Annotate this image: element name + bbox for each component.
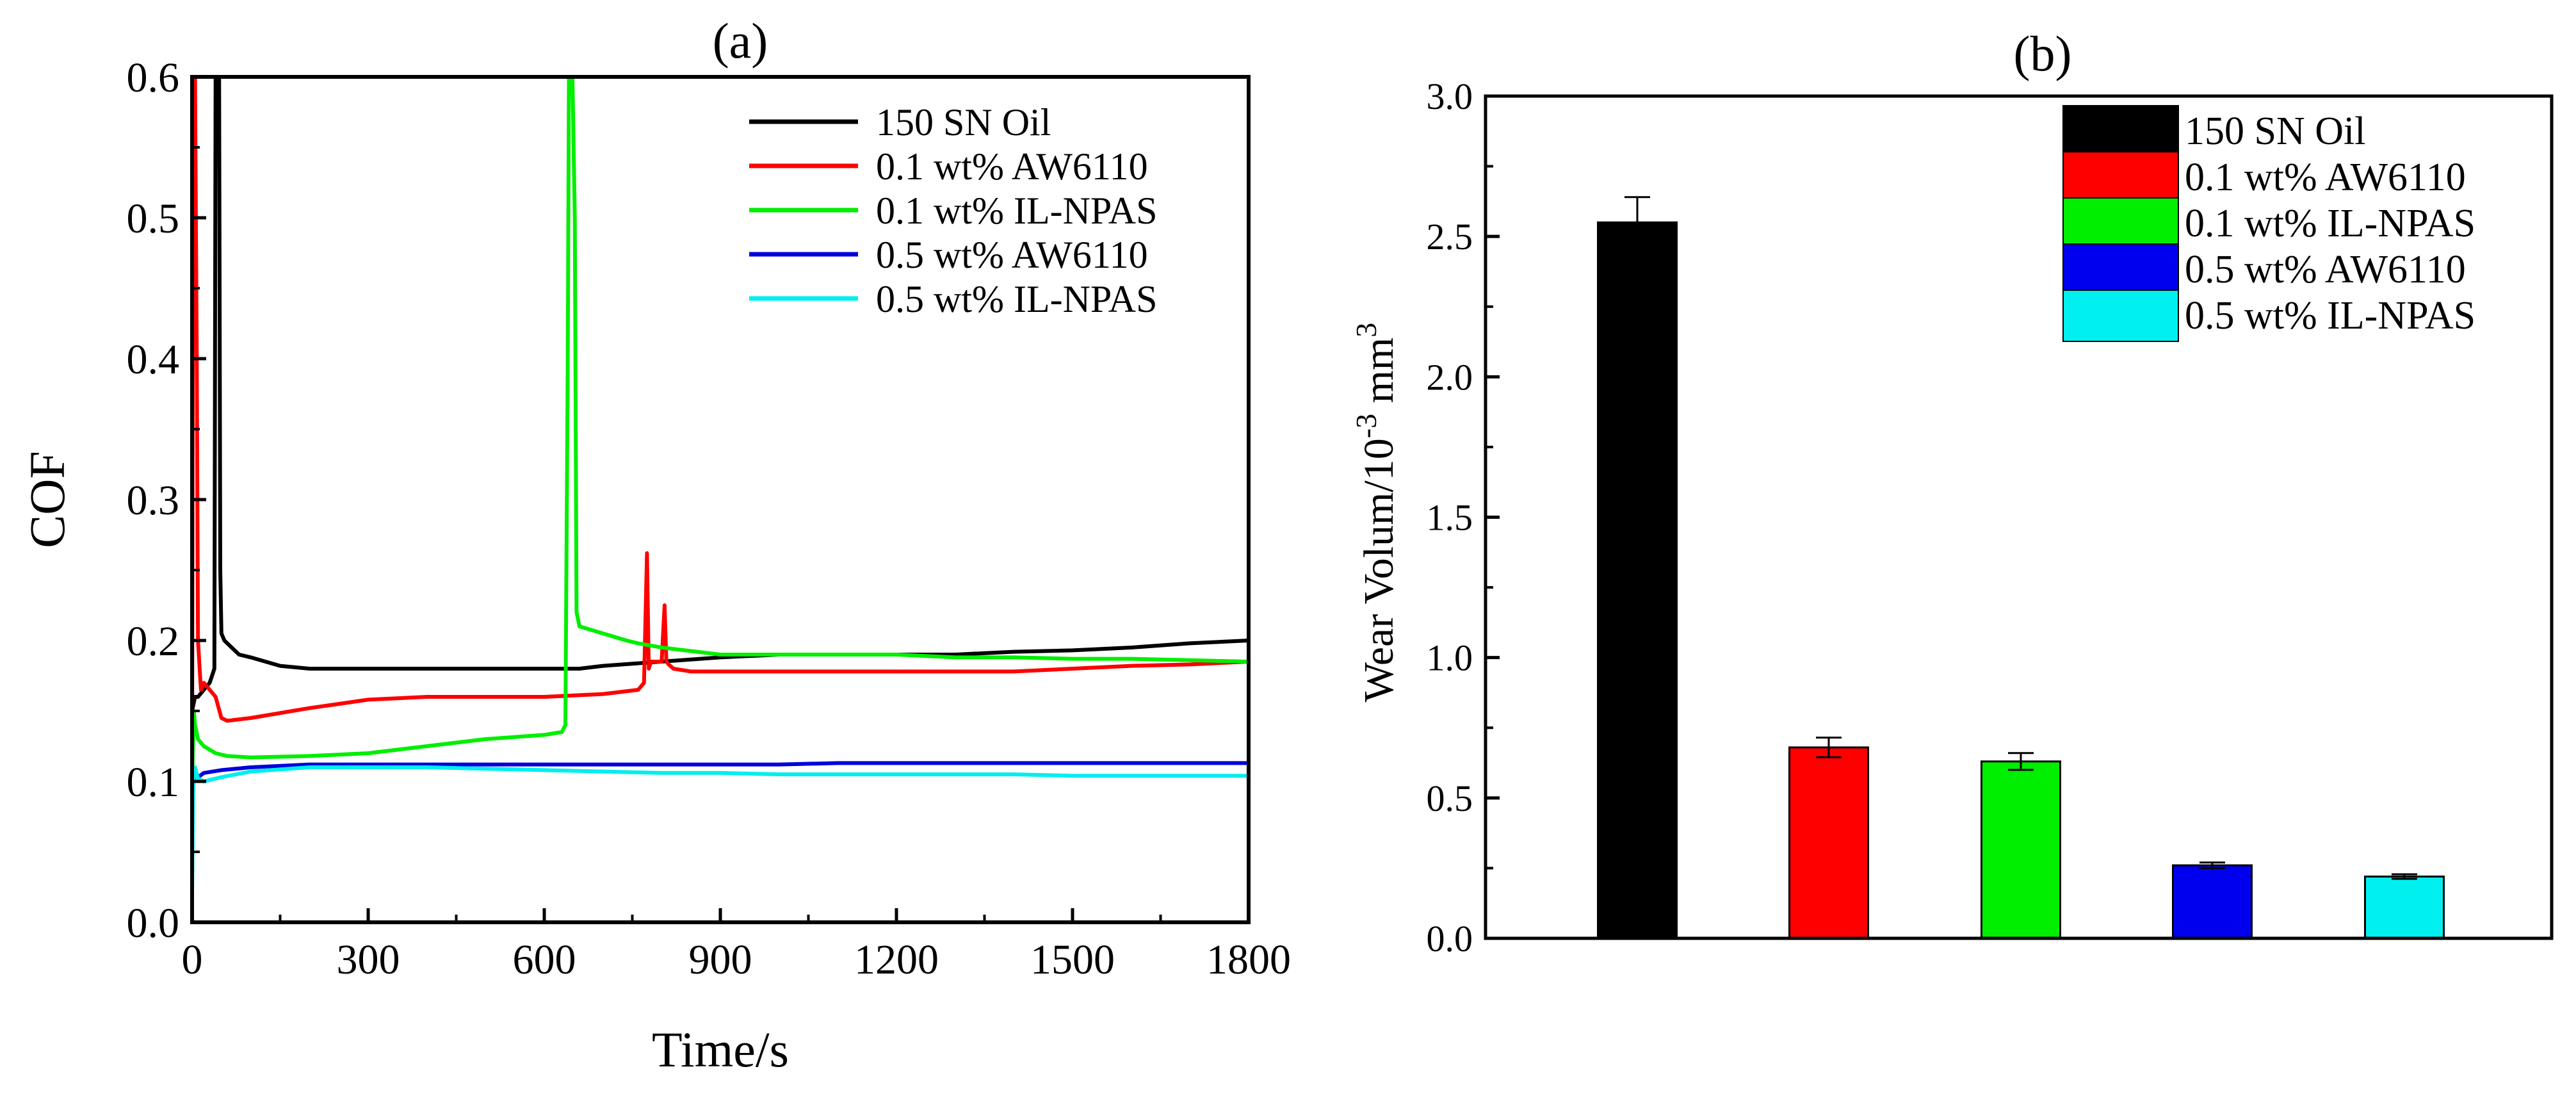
panel-b-y-label-main: Wear Volum/10: [1356, 438, 1402, 702]
y-tick-label: 0.2: [127, 618, 180, 665]
legend-swatch: [2062, 105, 2179, 158]
bar-4: [2172, 864, 2253, 940]
bar-3: [1981, 760, 2061, 940]
panel-b-bar-chart: (b) 0.0 0.5 1.0 1.5 2.0 2.5 3.0 Wear Volum/10-…: [1350, 26, 2554, 959]
legend-swatch: [2062, 290, 2179, 342]
x-tick-label: 900: [689, 936, 752, 983]
legend-label: 0.1 wt% AW6110: [876, 145, 1148, 188]
y-tick-label: 0.3: [127, 477, 180, 524]
y-tick-label: 0.6: [127, 54, 180, 101]
series-line-5: [190, 765, 1249, 895]
bar-2: [1788, 746, 1869, 940]
panel-a-y-axis-label: COF: [19, 451, 75, 548]
panel-b-y-label-unit: mm: [1356, 338, 1402, 414]
bar-5: [2364, 876, 2445, 940]
legend-swatch: [2062, 197, 2179, 250]
x-tick-label: 1800: [1206, 936, 1291, 983]
legend-label: 0.5 wt% AW6110: [2185, 248, 2466, 291]
y-tick-label: 1.5: [1427, 497, 1473, 539]
x-tick-label: 600: [513, 936, 576, 983]
panel-b-title: (b): [2014, 26, 2072, 81]
legend-label: 150 SN Oil: [876, 101, 1051, 143]
panel-b-bars: [1597, 221, 2445, 940]
legend-swatch: [2062, 151, 2179, 204]
x-tick-label: 300: [337, 936, 400, 983]
panel-a-y-ticks: 0.0 0.1 0.2 0.3 0.4 0.5 0.6: [127, 54, 206, 947]
panel-a-x-ticks: 0 300 600 900 1200 1500 1800: [182, 908, 1291, 983]
y-tick-label: 2.0: [1427, 356, 1473, 398]
legend-label: 150 SN Oil: [2185, 110, 2365, 153]
x-tick-label: 0: [182, 936, 203, 983]
panel-b-y-label-unit-exp: 3: [1350, 323, 1382, 338]
y-tick-label: 3.0: [1427, 76, 1473, 117]
panel-b-y-label-exp: -3: [1350, 414, 1382, 438]
legend-label: 0.1 wt% AW6110: [2185, 156, 2466, 199]
y-tick-label: 0.1: [127, 759, 180, 806]
legend-label: 0.5 wt% IL-NPAS: [2185, 294, 2475, 338]
panel-a-x-axis-label: Time/s: [652, 1022, 789, 1077]
y-tick-label: 0.0: [127, 900, 180, 947]
legend-label: 0.5 wt% AW6110: [876, 234, 1148, 276]
x-tick-label: 1500: [1030, 936, 1115, 983]
panel-a-title: (a): [713, 13, 768, 69]
y-tick-label: 1.0: [1427, 637, 1473, 679]
panel-a-line-chart: (a) 0 300 600 900 1200 1500 1800 0.00.10.20.30…: [19, 13, 1291, 1077]
panel-b-error-bars: [1624, 196, 2417, 880]
legend-label: 0.1 wt% IL-NPAS: [876, 190, 1157, 232]
bar-1: [1597, 221, 1678, 940]
legend-label: 0.1 wt% IL-NPAS: [2185, 202, 2475, 245]
legend-label: 0.5 wt% IL-NPAS: [876, 278, 1157, 320]
x-tick-label: 1200: [854, 936, 939, 983]
legend-swatch: [2062, 243, 2179, 296]
panel-b-y-axis-label: Wear Volum/10-3 mm3: [1350, 323, 1402, 703]
y-tick-label: 0.5: [127, 195, 180, 242]
y-tick-label: 0.5: [1427, 778, 1473, 819]
y-tick-label: 0.0: [1427, 918, 1473, 959]
y-tick-label: 0.4: [127, 336, 180, 383]
series-line-4: [190, 761, 1249, 852]
y-tick-label: 2.5: [1427, 216, 1473, 257]
panel-b-y-ticks: 0.0 0.5 1.0 1.5 2.0 2.5 3.0: [1427, 76, 1500, 959]
series-line-2: [190, 75, 1249, 782]
